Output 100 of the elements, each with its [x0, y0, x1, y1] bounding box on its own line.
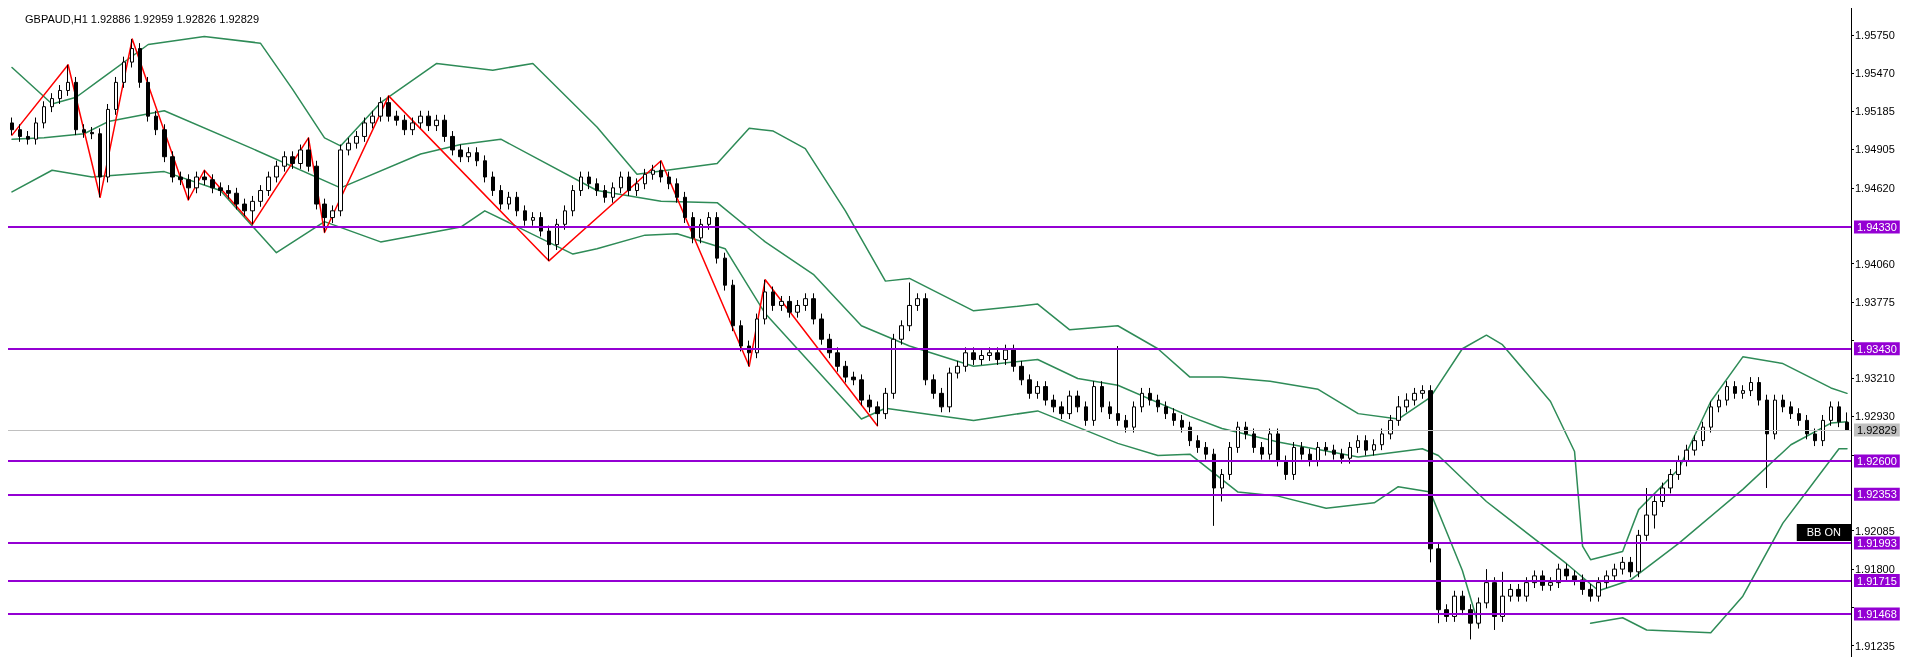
y-tick-label: 1.95470	[1855, 66, 1895, 79]
candlestick	[931, 373, 936, 400]
candlestick	[515, 191, 519, 217]
candlestick	[1741, 384, 1745, 400]
candlestick	[659, 160, 663, 183]
ref-line-label: 1.93430	[1857, 342, 1897, 355]
candlestick	[1813, 428, 1817, 447]
line-series	[11, 38, 879, 427]
candlestick	[1612, 563, 1617, 582]
candlestick	[26, 130, 30, 146]
candlestick	[963, 346, 968, 373]
candlestick	[122, 56, 126, 89]
candlestick	[979, 349, 984, 366]
candlestick	[491, 171, 495, 197]
candlestick	[1821, 414, 1825, 447]
candlestick	[1492, 576, 1497, 631]
candlestick	[1765, 394, 1769, 489]
candlestick	[186, 173, 191, 201]
candlestick	[250, 195, 255, 225]
candlestick	[1508, 583, 1513, 603]
candlestick	[1773, 394, 1777, 440]
candlestick	[1188, 421, 1192, 447]
candlestick	[450, 130, 455, 156]
candlestick	[1124, 414, 1128, 434]
candlestick	[130, 38, 134, 68]
candlestick	[1276, 428, 1280, 467]
candlestick	[651, 164, 655, 181]
candlestick	[1460, 590, 1465, 616]
candlestick	[883, 387, 888, 420]
y-tick-label: 1.91800	[1855, 563, 1895, 576]
candlestick	[899, 319, 904, 346]
candlestick	[755, 313, 759, 359]
candlestick	[290, 150, 295, 170]
candlestick	[1236, 421, 1240, 454]
candlestick	[1436, 542, 1441, 624]
candlestick	[611, 181, 615, 204]
candlestick	[627, 171, 631, 197]
candlestick	[1116, 345, 1120, 427]
candlestick	[394, 110, 399, 127]
candlestick	[683, 191, 687, 224]
candlestick	[1108, 400, 1112, 420]
candlestick	[274, 160, 279, 183]
candlestick	[947, 367, 952, 413]
candlestick	[154, 110, 158, 136]
candlestick	[1244, 421, 1248, 440]
candlestick	[1035, 380, 1040, 400]
candlestick	[1051, 394, 1056, 413]
candlestick	[42, 100, 46, 129]
candlestick	[74, 76, 78, 136]
candlestick	[426, 110, 431, 132]
candlestick	[923, 292, 928, 386]
candlestick	[434, 114, 439, 132]
candlestick	[1356, 434, 1360, 454]
candlestick	[955, 360, 960, 379]
candlestick	[1252, 428, 1256, 454]
line-series	[11, 110, 1848, 592]
candlestick	[1132, 400, 1136, 434]
candlestick	[378, 96, 383, 123]
candlestick	[1676, 455, 1681, 481]
candlestick	[1701, 421, 1705, 447]
candlestick	[1396, 395, 1401, 427]
candlestick	[146, 76, 150, 123]
candlestick	[1364, 434, 1368, 457]
candlestick	[346, 137, 351, 156]
candlestick	[1596, 576, 1601, 603]
candlestick	[1092, 380, 1096, 427]
candlestick	[10, 117, 14, 136]
y-tick-label: 1.93775	[1855, 296, 1895, 309]
candlestick	[466, 146, 471, 163]
candlestick	[1725, 380, 1729, 407]
y-tick-label: 1.92930	[1855, 410, 1895, 423]
candlestick	[1059, 400, 1064, 420]
candlestick	[1260, 441, 1264, 461]
candlestick	[507, 191, 511, 210]
ref-line-label: 1.92829	[1857, 423, 1897, 436]
candlestick	[875, 400, 880, 427]
candlestick	[715, 211, 719, 265]
candlestick	[707, 211, 711, 231]
candlestick	[1420, 384, 1425, 400]
y-tick-label: 1.91235	[1855, 639, 1895, 652]
candlestick	[1027, 373, 1032, 400]
candlestick	[1668, 468, 1673, 494]
candlestick	[843, 360, 848, 384]
ref-line-label: 1.94330	[1857, 221, 1897, 234]
candlestick	[1003, 344, 1008, 366]
candlestick	[1709, 400, 1713, 434]
candlestick	[1789, 400, 1793, 420]
candlestick	[330, 204, 335, 224]
candlestick	[1524, 576, 1529, 603]
candlestick	[162, 123, 167, 163]
candlestick	[635, 177, 639, 197]
candlestick	[915, 292, 920, 312]
candlestick	[442, 114, 447, 143]
candlestick	[226, 184, 231, 200]
candlestick	[1316, 441, 1320, 467]
candlestick	[547, 225, 551, 262]
y-tick-label: 1.95185	[1855, 105, 1895, 118]
candlestick	[499, 184, 503, 210]
candlestick	[739, 319, 743, 352]
candlestick	[106, 103, 110, 183]
